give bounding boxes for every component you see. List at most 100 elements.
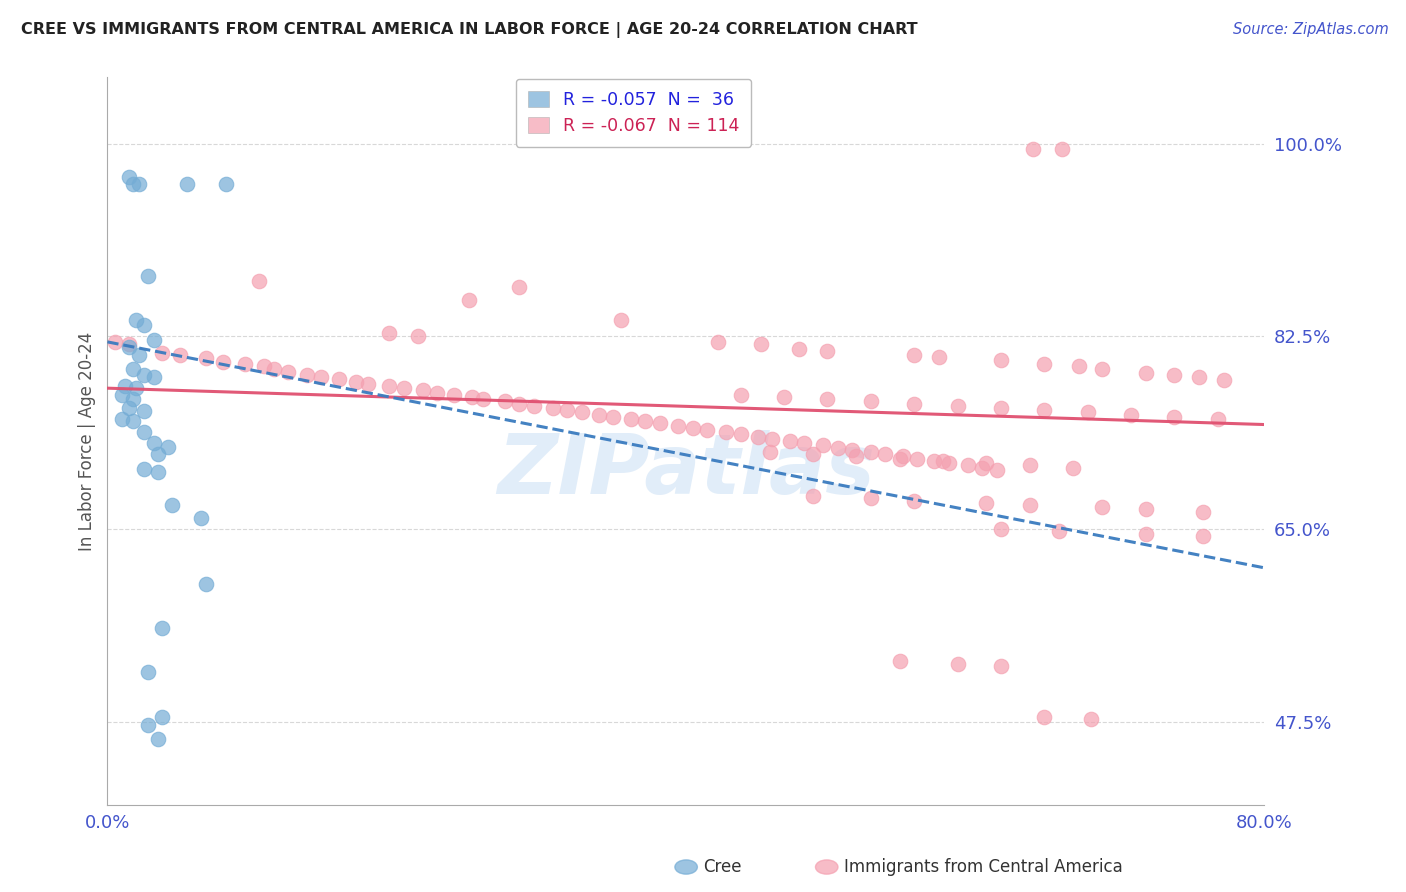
Point xyxy=(1022,142,1045,156)
Point xyxy=(212,355,235,369)
Point xyxy=(932,454,955,468)
Point xyxy=(132,318,155,333)
Point xyxy=(793,436,815,450)
Point xyxy=(875,447,897,461)
Point xyxy=(1192,529,1215,543)
Point xyxy=(457,293,479,307)
Point xyxy=(1033,357,1056,371)
Point xyxy=(136,665,159,680)
Point xyxy=(150,621,173,635)
Point xyxy=(827,441,849,455)
Point xyxy=(118,337,141,351)
Point xyxy=(263,362,285,376)
Point xyxy=(176,178,198,192)
Point xyxy=(412,384,434,398)
Point xyxy=(1163,368,1185,382)
Point xyxy=(609,313,631,327)
Point xyxy=(378,379,401,393)
Point xyxy=(555,403,578,417)
Point xyxy=(508,396,530,410)
Point xyxy=(1135,366,1157,380)
Point xyxy=(990,658,1012,673)
Point xyxy=(1018,458,1040,473)
Point xyxy=(142,370,165,384)
Point xyxy=(990,522,1012,536)
Point xyxy=(634,414,657,428)
Point xyxy=(247,274,270,288)
Point xyxy=(1091,500,1114,515)
Point xyxy=(706,334,728,349)
Point xyxy=(111,388,134,402)
Point xyxy=(118,340,141,354)
Point xyxy=(801,489,824,503)
Legend: R = -0.057  N =  36, R = -0.067  N = 114: R = -0.057 N = 36, R = -0.067 N = 114 xyxy=(516,78,751,147)
Point xyxy=(990,352,1012,367)
Text: Source: ZipAtlas.com: Source: ZipAtlas.com xyxy=(1233,22,1389,37)
Y-axis label: In Labor Force | Age 20-24: In Labor Force | Age 20-24 xyxy=(79,332,96,550)
Point xyxy=(1047,524,1070,539)
Point xyxy=(668,418,690,433)
Point xyxy=(146,465,169,479)
Point xyxy=(773,390,796,404)
Point xyxy=(1077,405,1099,419)
Point xyxy=(132,425,155,440)
Point xyxy=(1050,142,1073,156)
Point xyxy=(132,461,155,475)
Point xyxy=(162,498,184,512)
Point xyxy=(571,405,593,419)
Point xyxy=(859,491,882,506)
Point xyxy=(815,392,838,407)
Point xyxy=(426,385,449,400)
Point xyxy=(1119,408,1142,422)
Point xyxy=(845,450,868,464)
Point xyxy=(146,447,169,461)
Point xyxy=(588,408,610,422)
Text: Cree: Cree xyxy=(703,858,741,876)
Point xyxy=(1135,502,1157,516)
Text: ZIPatlas: ZIPatlas xyxy=(496,430,875,510)
Point xyxy=(602,409,624,424)
Point xyxy=(1067,359,1090,373)
Point xyxy=(1080,712,1102,726)
Point xyxy=(905,451,928,466)
Point xyxy=(122,178,145,192)
Point xyxy=(111,412,134,426)
Point xyxy=(889,451,911,466)
Point xyxy=(122,392,145,407)
Point xyxy=(252,359,274,373)
Point xyxy=(976,456,998,470)
Point xyxy=(295,368,318,382)
Point xyxy=(132,368,155,382)
Point xyxy=(801,447,824,461)
Point xyxy=(125,313,148,327)
Point xyxy=(443,388,465,402)
Point xyxy=(1033,403,1056,417)
Point xyxy=(136,268,159,283)
Point xyxy=(924,454,946,468)
Point xyxy=(841,442,863,457)
Point xyxy=(928,351,950,365)
Point xyxy=(1192,505,1215,519)
Point xyxy=(142,333,165,347)
Point xyxy=(378,326,401,340)
Point xyxy=(990,401,1012,415)
Point xyxy=(903,493,925,508)
Point xyxy=(122,414,145,428)
Point xyxy=(1212,374,1234,388)
Point xyxy=(976,496,998,510)
Point xyxy=(938,456,960,470)
Point xyxy=(118,401,141,415)
Point xyxy=(1033,709,1056,723)
Point xyxy=(747,430,769,444)
Point xyxy=(118,169,141,184)
Point xyxy=(730,388,752,402)
Point xyxy=(114,379,136,393)
Point xyxy=(150,346,173,360)
Point xyxy=(132,404,155,418)
Point xyxy=(779,434,801,448)
Point xyxy=(889,655,911,669)
Point xyxy=(122,362,145,376)
Point xyxy=(142,436,165,450)
Point xyxy=(128,178,150,192)
Point xyxy=(946,399,969,413)
